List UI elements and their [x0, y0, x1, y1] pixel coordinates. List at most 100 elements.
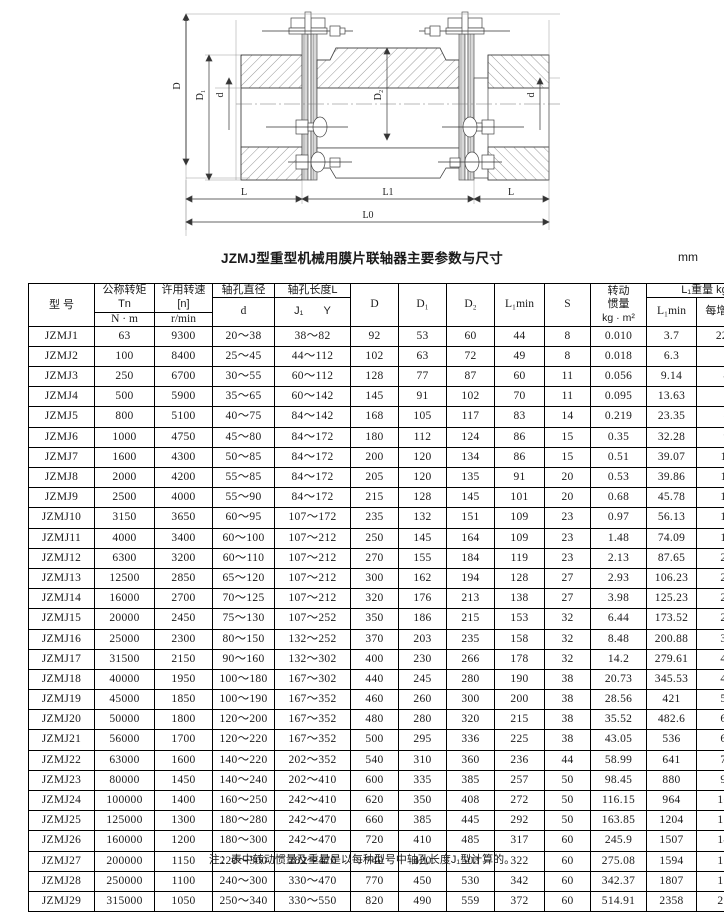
cell-D: 350 [351, 609, 399, 629]
cell-model: JZMJ14 [29, 589, 95, 609]
cell-d: 250～340 [213, 891, 275, 911]
cell-D: 102 [351, 346, 399, 366]
th-speed-cn: 许用转速 [162, 284, 206, 298]
cell-S: 15 [545, 447, 591, 467]
cell-d: 120～220 [213, 730, 275, 750]
cell-wadd: 110 [697, 447, 724, 467]
page-root: D D₁ d D₂ d L L1 L L0 JZMJ型重型机械用膜片联轴器主要参… [0, 0, 724, 891]
cell-model: JZMJ8 [29, 468, 95, 488]
cell-L1min: 101 [495, 488, 545, 508]
cell-d: 50～85 [213, 447, 275, 467]
cell-d: 80～150 [213, 629, 275, 649]
cell-wL: 421 [647, 690, 697, 710]
cell-wL: 279.61 [647, 649, 697, 669]
cell-wadd: 129 [697, 488, 724, 508]
cell-wL: 641 [647, 750, 697, 770]
cell-D: 480 [351, 710, 399, 730]
cell-model: JZMJ7 [29, 447, 95, 467]
cell-D2: 445 [447, 811, 495, 831]
cell-D1: 162 [399, 568, 447, 588]
cell-wL: 482.6 [647, 710, 697, 730]
cell-model: JZMJ11 [29, 528, 95, 548]
cell-l: 107～212 [275, 528, 351, 548]
cell-D1: 145 [399, 528, 447, 548]
dim-label-D1: D₁ [195, 90, 206, 101]
dim-label-L1: L1 [382, 187, 393, 198]
cell-tn: 45000 [95, 690, 155, 710]
dim-label-D: D [172, 82, 183, 89]
cell-l: 167～352 [275, 710, 351, 730]
cell-D2: 530 [447, 871, 495, 891]
cell-d: 40～75 [213, 407, 275, 427]
coupling-assembly-drawing: D D₁ d D₂ d L L1 L L0 [0, 0, 724, 245]
cell-D2: 145 [447, 488, 495, 508]
th-inertia-unit: kg · m² [602, 312, 635, 325]
cell-l: 330～470 [275, 871, 351, 891]
cell-S: 23 [545, 528, 591, 548]
cell-d: 240～300 [213, 871, 275, 891]
cell-d: 60～95 [213, 508, 275, 528]
cell-d: 90～160 [213, 649, 275, 669]
spec-table: 型 号 公称转矩 Tn 许用转速 [n] 轴孔直径 轴 [28, 283, 724, 912]
cell-tn: 20000 [95, 609, 155, 629]
cell-tn: 250000 [95, 871, 155, 891]
cell-n: 1300 [155, 811, 213, 831]
top-bolt-right [419, 12, 510, 36]
cell-tn: 63000 [95, 750, 155, 770]
cell-L1min: 257 [495, 770, 545, 790]
cell-model: JZMJ1 [29, 326, 95, 346]
cell-S: 14 [545, 407, 591, 427]
cell-wadd: 908 [697, 770, 724, 790]
cell-model: JZMJ15 [29, 609, 95, 629]
cell-D2: 559 [447, 891, 495, 911]
cell-model: JZMJ28 [29, 871, 95, 891]
cell-tn: 315000 [95, 891, 155, 911]
cell-d: 55～90 [213, 488, 275, 508]
cell-wL: 56.13 [647, 508, 697, 528]
cell-l: 202～410 [275, 770, 351, 790]
cell-D2: 385 [447, 770, 495, 790]
cell-d: 25～45 [213, 346, 275, 366]
cell-S: 23 [545, 508, 591, 528]
cell-d: 65～120 [213, 568, 275, 588]
cell-wL: 1507 [647, 831, 697, 851]
cell-n: 5900 [155, 387, 213, 407]
cell-n: 1800 [155, 710, 213, 730]
cell-n: 6700 [155, 367, 213, 387]
cell-D: 770 [351, 871, 399, 891]
cell-D2: 134 [447, 447, 495, 467]
cell-model: JZMJ6 [29, 427, 95, 447]
cell-tn: 25000 [95, 629, 155, 649]
cell-D1: 280 [399, 710, 447, 730]
cell-D1: 176 [399, 589, 447, 609]
cell-n: 1100 [155, 871, 213, 891]
cell-S: 23 [545, 548, 591, 568]
cell-wadd: 338 [697, 629, 724, 649]
cell-S: 60 [545, 831, 591, 851]
cell-S: 20 [545, 468, 591, 488]
cell-l: 202～352 [275, 750, 351, 770]
cell-l: 44～112 [275, 346, 351, 366]
cell-L1min: 83 [495, 407, 545, 427]
cell-model: JZMJ21 [29, 730, 95, 750]
cell-wL: 13.63 [647, 387, 697, 407]
cell-n: 8400 [155, 346, 213, 366]
th-inertia-cn1: 转动 [608, 285, 630, 299]
cell-l: 242～410 [275, 791, 351, 811]
cell-D1: 112 [399, 427, 447, 447]
cell-wL: 964 [647, 791, 697, 811]
cell-d: 45～80 [213, 427, 275, 447]
cell-model: JZMJ22 [29, 750, 95, 770]
cell-J: 14.2 [591, 649, 647, 669]
cell-D2: 336 [447, 730, 495, 750]
cell-J: 0.010 [591, 326, 647, 346]
th-model: 型 号 [29, 284, 95, 327]
th-S: S [545, 284, 591, 327]
